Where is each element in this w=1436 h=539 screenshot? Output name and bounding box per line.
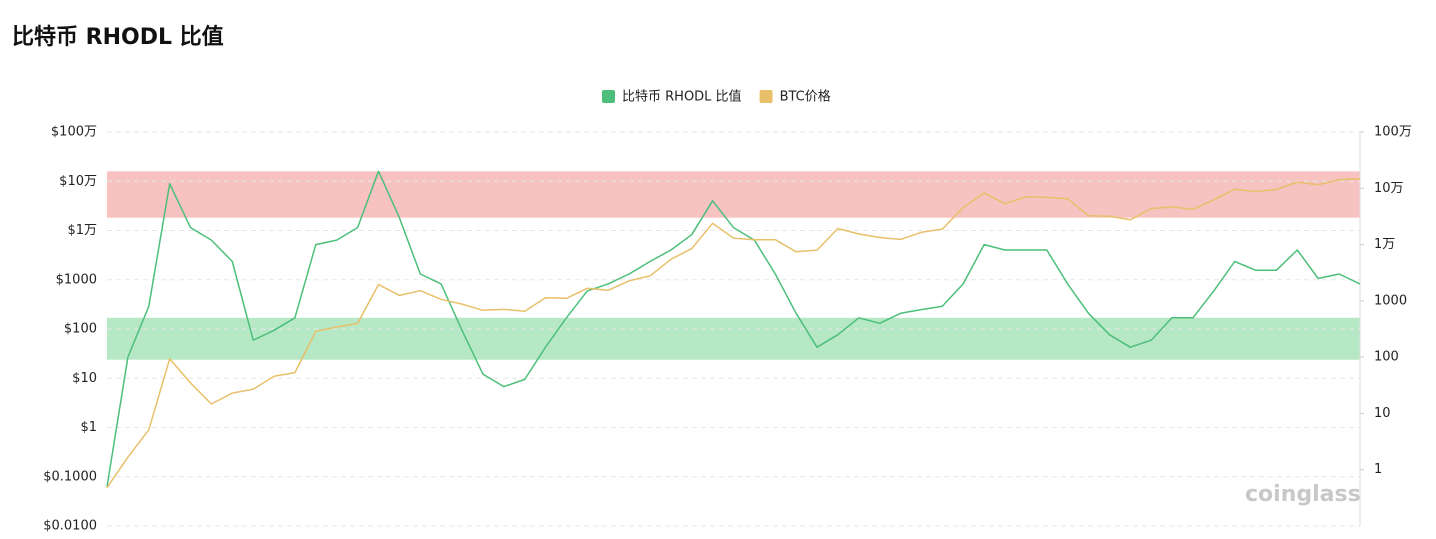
legend-swatch	[602, 90, 615, 103]
chart-title: 比特币 RHODL 比值	[12, 24, 224, 50]
y2-tick-label: 10万	[1374, 181, 1404, 196]
watermark: coinglass	[1245, 482, 1361, 507]
band	[107, 317, 1360, 360]
y2-tick-label: 1	[1374, 462, 1382, 477]
y-tick-label: $10	[72, 371, 97, 386]
y2-tick-label: 100万	[1374, 125, 1412, 140]
y-tick-label: $0.0100	[43, 519, 97, 534]
series-line	[106, 170, 1361, 487]
y-tick-label: $1	[80, 420, 97, 435]
y2-tick-label: 100	[1374, 350, 1399, 365]
y-tick-label: $10万	[59, 174, 97, 189]
y-tick-label: $100	[64, 322, 97, 337]
y2-tick-label: 1000	[1374, 293, 1407, 308]
y2-tick-label: 10	[1374, 406, 1391, 421]
legend-label: BTC价格	[780, 89, 831, 105]
y-tick-label: $1000	[56, 272, 97, 287]
y-tick-label: $0.1000	[43, 469, 97, 484]
legend-swatch	[759, 90, 773, 103]
y-tick-label: $100万	[51, 125, 97, 140]
band	[107, 171, 1360, 218]
y-tick-label: $1万	[67, 223, 97, 238]
legend-label: 比特币 RHODL 比值	[622, 89, 742, 105]
series-line	[106, 178, 1361, 489]
y2-tick-label: 1万	[1374, 237, 1395, 252]
